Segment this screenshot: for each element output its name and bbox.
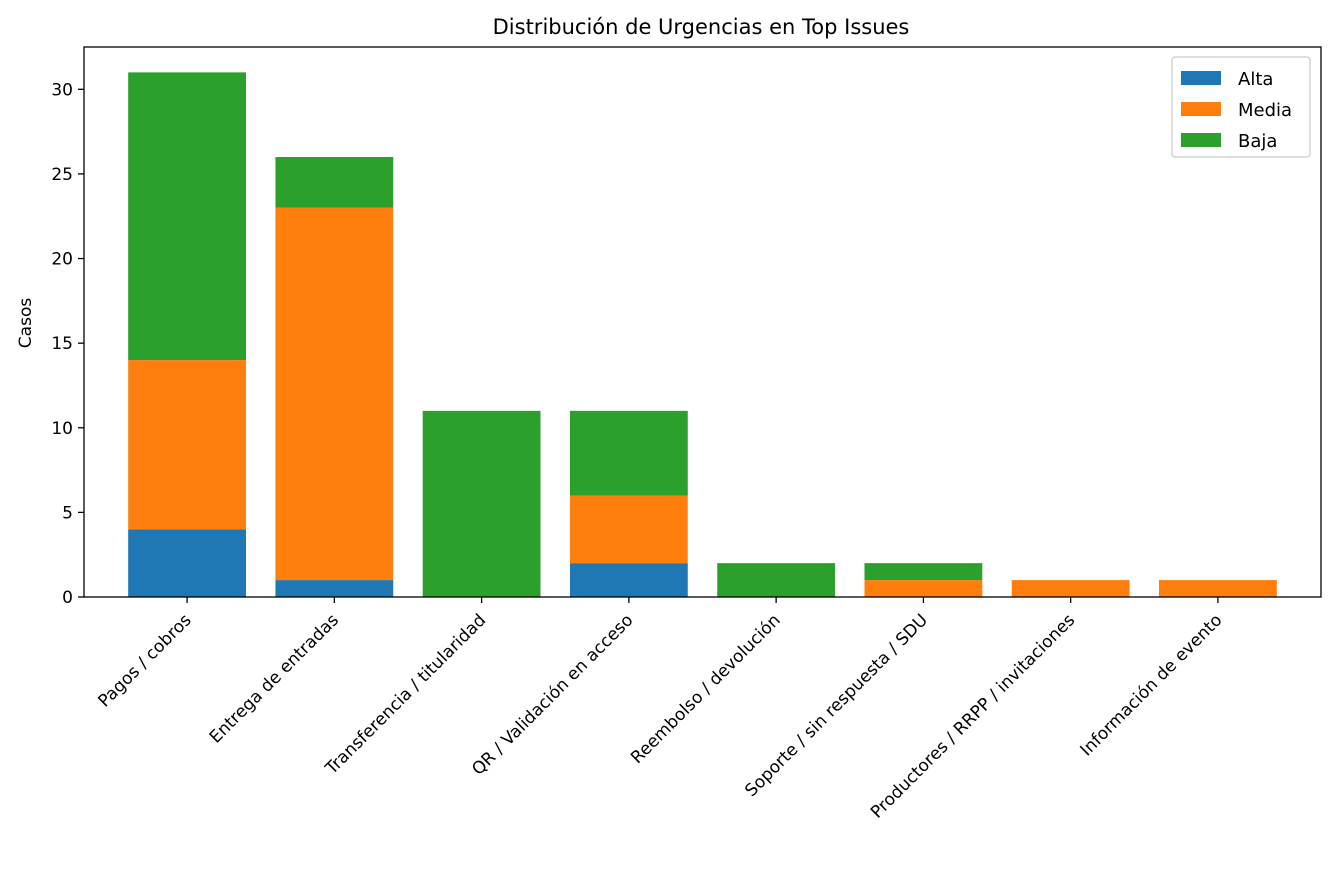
legend-label-alta: Alta <box>1238 69 1273 90</box>
x-tick-label-0: Pagos / cobros <box>95 610 196 711</box>
legend: Alta Media Baja <box>1171 56 1311 158</box>
bar-media-0 <box>128 360 246 530</box>
x-tick-label-7: Información de evento <box>1077 610 1227 760</box>
bar-baja-2 <box>422 410 541 597</box>
x-tick-label-4: Reembolso / devolución <box>627 610 784 767</box>
x-tick-label-2: Transferencia / titularidad <box>321 610 490 779</box>
chart-title: Distribución de Urgencias en Top Issues <box>493 15 910 39</box>
bar-baja-4 <box>717 563 836 597</box>
bar-media-7 <box>1159 580 1277 597</box>
x-tick-label-1: Entrega de entradas <box>206 610 343 747</box>
bar-baja-1 <box>275 157 394 208</box>
bars-layer <box>128 72 1277 597</box>
x-tick-label-3: QR / Validación en acceso <box>468 610 637 779</box>
bar-baja-0 <box>128 72 246 361</box>
y-tick-label-5: 25 <box>51 165 73 185</box>
legend-label-media: Media <box>1238 100 1292 121</box>
bar-media-5 <box>864 580 983 597</box>
bar-media-1 <box>275 207 394 581</box>
y-tick-label-6: 30 <box>51 80 73 100</box>
bar-baja-5 <box>864 563 983 581</box>
y-tick-label-2: 10 <box>51 419 73 439</box>
bar-alta-0 <box>128 529 246 597</box>
bar-alta-1 <box>275 580 394 597</box>
y-tick-label-3: 15 <box>51 334 73 354</box>
y-tick-label-0: 0 <box>62 588 73 608</box>
y-tick-label-1: 5 <box>62 503 73 523</box>
legend-swatch-media <box>1181 102 1221 116</box>
bar-media-3 <box>569 495 688 564</box>
legend-swatch-alta <box>1181 71 1221 85</box>
y-tick-label-4: 20 <box>51 250 73 270</box>
legend-label-baja: Baja <box>1238 131 1277 152</box>
plot-frame <box>83 46 1322 598</box>
legend-swatch-baja <box>1181 133 1221 147</box>
y-axis-label: Casos <box>16 298 36 349</box>
bar-media-6 <box>1011 580 1130 597</box>
bar-alta-3 <box>569 563 688 597</box>
bar-baja-3 <box>569 410 688 496</box>
